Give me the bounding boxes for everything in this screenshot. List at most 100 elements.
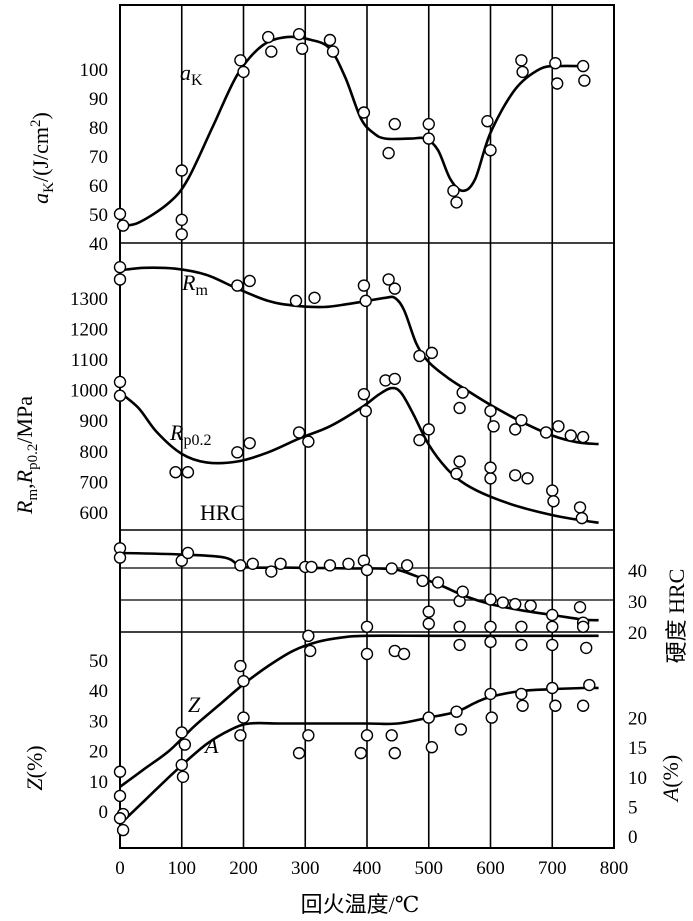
rm-data-point <box>454 402 465 413</box>
strength-title-unit: /MPa <box>12 396 37 444</box>
z-data-point <box>547 621 558 632</box>
a-title-a: A <box>658 787 683 803</box>
a-data-point <box>550 700 561 711</box>
rp02-data-point <box>115 376 126 387</box>
x-tick-label: 400 <box>353 858 382 879</box>
rp02-data-point <box>423 424 434 435</box>
rp02-data-point <box>454 456 465 467</box>
z-title-z: Z <box>22 778 47 791</box>
z-data-point <box>423 606 434 617</box>
z-data-point <box>423 618 434 629</box>
z-data-point <box>516 621 527 632</box>
ak-data-point <box>176 229 187 240</box>
a-data-point <box>451 706 462 717</box>
ductility-left-tick-label: 40 <box>89 681 108 702</box>
rp-title-sub: p0.2 <box>25 444 41 470</box>
hrc-data-point <box>485 594 496 605</box>
ak-data-point <box>482 116 493 127</box>
rm-data-point <box>244 275 255 286</box>
rp02-data-point <box>575 502 586 513</box>
z-data-point <box>454 639 465 650</box>
ak-left-tick-label: 80 <box>89 118 108 139</box>
z-data-point <box>362 648 373 659</box>
rp02-data-point <box>576 513 587 524</box>
rp02-data-point <box>510 470 521 481</box>
a-data-point <box>176 759 187 770</box>
z-data-point <box>115 766 126 777</box>
rm-data-point <box>309 292 320 303</box>
ak-data-point <box>358 107 369 118</box>
rp02-data-point <box>547 485 558 496</box>
series-label-rp02-sub: p0.2 <box>183 432 211 449</box>
ductility-right-tick-label: 20 <box>628 709 647 730</box>
hrc-right-tick-label: 40 <box>628 561 647 582</box>
ak-data-point <box>451 197 462 208</box>
hrc-data-point <box>417 575 428 586</box>
ak-axis-title-close: ) <box>28 112 53 119</box>
x-axis-title: 回火温度/℃ <box>301 892 420 917</box>
strength-left-tick-label: 1200 <box>70 319 108 340</box>
rp02-data-point <box>451 468 462 479</box>
a-data-point <box>115 813 126 824</box>
rm-data-point <box>115 274 126 285</box>
hrc-data-point <box>386 563 397 574</box>
hrc-data-point <box>324 560 335 571</box>
strength-left-tick-label: 600 <box>80 503 109 524</box>
ak-axis-title-sub: K <box>41 182 57 193</box>
strength-left-tick-label: 1300 <box>70 289 108 310</box>
rm-title-sub: m <box>25 489 41 501</box>
a-data-point <box>485 688 496 699</box>
rm-data-point <box>358 280 369 291</box>
hrc-data-point <box>547 609 558 620</box>
ak-data-point <box>579 75 590 86</box>
ak-data-point <box>423 133 434 144</box>
ak-data-point <box>516 55 527 66</box>
hrc-axis-title: 硬度 HRC <box>664 569 689 664</box>
rm-data-point <box>488 421 499 432</box>
ductility-left-tick-label: 0 <box>99 802 109 823</box>
a-data-point <box>423 712 434 723</box>
hrc-data-point <box>575 602 586 613</box>
ak-data-point <box>448 185 459 196</box>
rm-data-point <box>426 347 437 358</box>
strength-left-tick-label: 1100 <box>71 350 108 371</box>
hrc-data-point <box>306 561 317 572</box>
rm-title-r: R <box>12 500 37 515</box>
rp02-data-point <box>358 389 369 400</box>
z-data-point <box>235 661 246 672</box>
hrc-data-point <box>510 599 521 610</box>
ak-data-point <box>263 32 274 43</box>
ductility-left-tick-label: 20 <box>89 742 108 763</box>
ak-axis-title-a: a <box>28 193 53 204</box>
a-data-point <box>547 683 558 694</box>
z-axis-title: Z(%) <box>22 745 47 790</box>
series-label-a: A <box>203 733 219 758</box>
a-data-point <box>389 748 400 759</box>
z-data-point <box>303 630 314 641</box>
ductility-left-tick-label: 50 <box>89 651 108 672</box>
x-tick-label: 500 <box>415 858 444 879</box>
rp02-data-point <box>303 436 314 447</box>
ak-axis-title-sup: 2 <box>28 119 44 127</box>
hrc-data-point <box>275 558 286 569</box>
z-title-unit: (%) <box>22 745 47 778</box>
rp02-data-point <box>232 447 243 458</box>
strength-axis-title: Rm,Rp0.2/MPa <box>12 396 41 515</box>
a-data-point <box>235 730 246 741</box>
z-data-point <box>362 621 373 632</box>
ak-data-point <box>328 46 339 57</box>
x-tick-label: 800 <box>600 858 629 879</box>
ak-data-point <box>578 61 589 72</box>
hrc-right-tick-label: 20 <box>628 623 647 644</box>
strength-left-tick-label: 700 <box>80 472 109 493</box>
hrc-data-point <box>182 547 193 558</box>
rp02-data-point <box>244 438 255 449</box>
a-data-point <box>486 712 497 723</box>
grid <box>120 5 614 848</box>
ak-left-tick-label: 60 <box>89 176 108 197</box>
hrc-data-point <box>497 597 508 608</box>
ak-left-tick-label: 40 <box>89 234 108 255</box>
z-data-point <box>547 639 558 650</box>
rp02-data-point <box>294 427 305 438</box>
a-data-point <box>355 748 366 759</box>
